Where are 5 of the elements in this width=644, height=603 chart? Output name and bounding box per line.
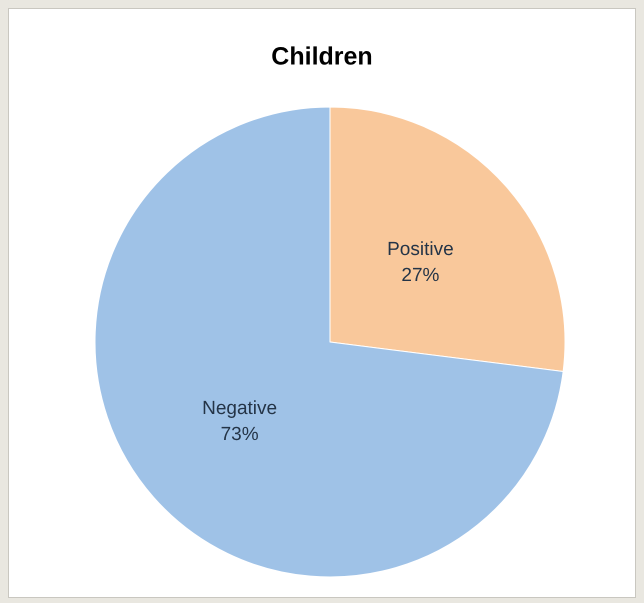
data-label: 27% xyxy=(401,264,440,286)
chart-title: Children xyxy=(271,42,373,70)
slice-label: Positive xyxy=(387,238,454,260)
slice-label: Negative xyxy=(202,398,278,420)
data-label: 73% xyxy=(220,424,259,446)
